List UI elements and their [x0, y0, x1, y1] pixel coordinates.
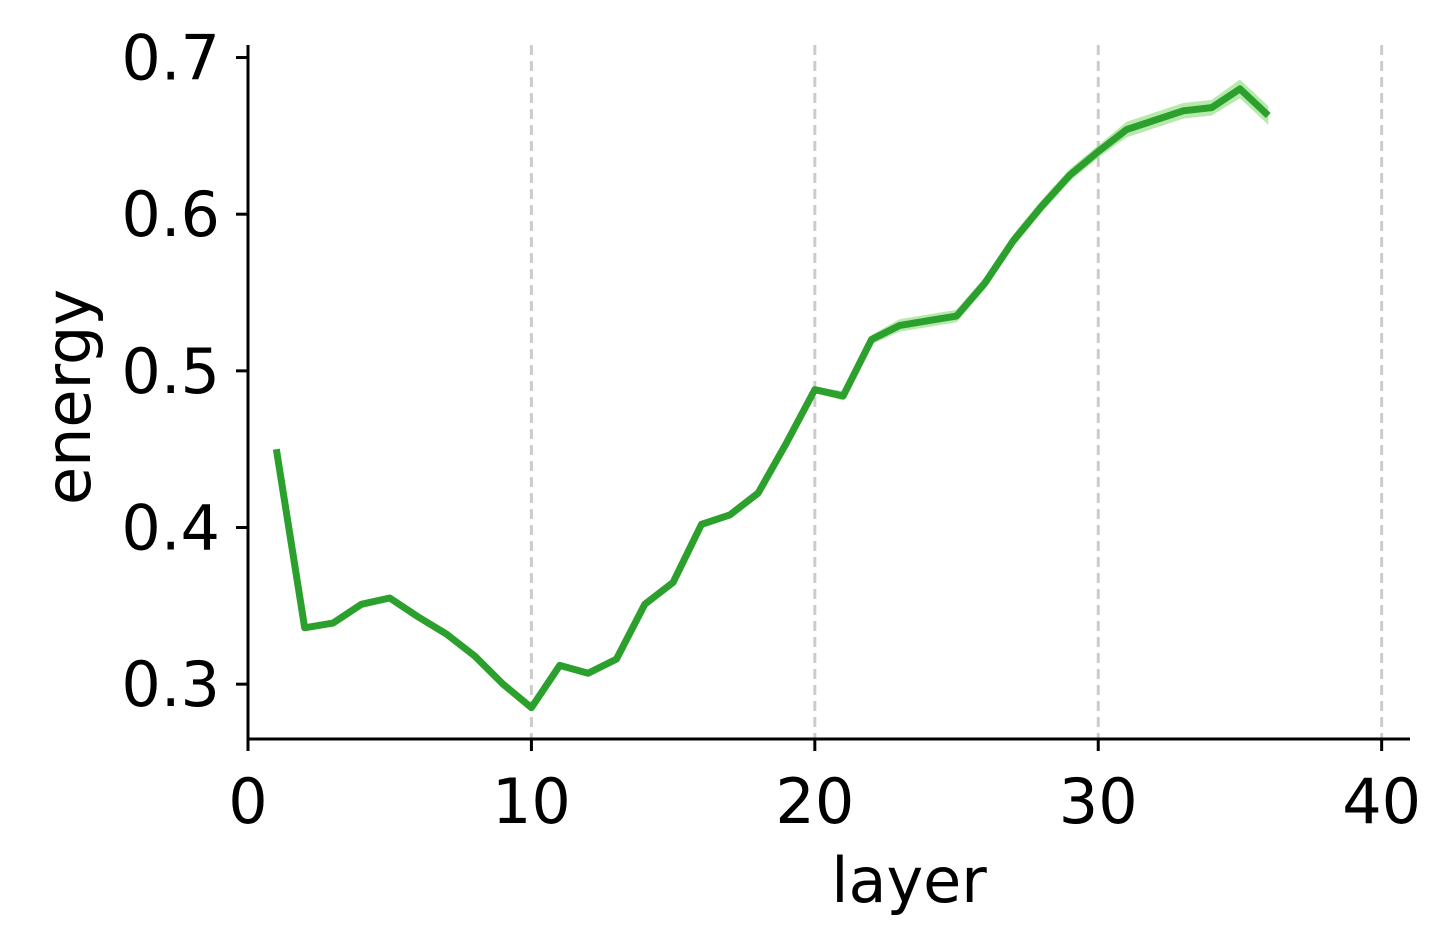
x-axis-label: layer — [831, 844, 987, 917]
y-tick-label: 0.6 — [121, 178, 220, 251]
y-axis-label: energy — [32, 289, 105, 505]
x-tick-label: 30 — [1059, 765, 1138, 838]
axes — [246, 45, 1410, 741]
y-tick-label: 0.3 — [121, 648, 220, 721]
x-tick-label: 0 — [228, 765, 267, 838]
series-error-band — [276, 79, 1269, 710]
y-tick-label: 0.5 — [121, 335, 220, 408]
series-line — [272, 85, 1271, 712]
error-bands — [276, 79, 1269, 710]
series-lines — [272, 85, 1271, 712]
y-tick-label: 0.7 — [121, 22, 220, 95]
grid-lines — [529, 45, 1384, 739]
x-tick-label: 40 — [1342, 765, 1421, 838]
x-ticks: 0 10 20 30 40 — [228, 739, 1421, 838]
x-tick-label: 20 — [775, 765, 854, 838]
x-tick-label: 10 — [492, 765, 571, 838]
y-tick-label: 0.4 — [121, 492, 220, 565]
y-ticks: 0.3 0.4 0.5 0.6 0.7 — [121, 22, 248, 721]
